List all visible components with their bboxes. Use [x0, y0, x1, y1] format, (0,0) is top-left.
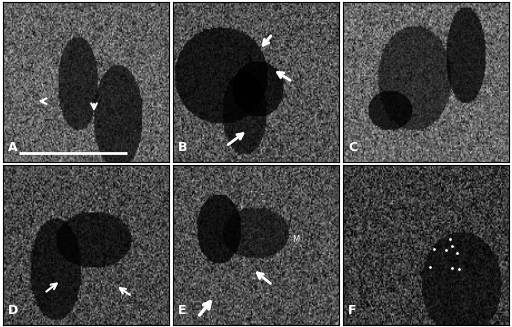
Text: F: F: [348, 304, 357, 317]
Text: C: C: [348, 141, 357, 154]
Text: E: E: [178, 304, 186, 317]
Text: M: M: [292, 235, 300, 244]
Text: D: D: [8, 304, 18, 317]
Text: B: B: [178, 141, 187, 154]
Text: A: A: [8, 141, 17, 154]
